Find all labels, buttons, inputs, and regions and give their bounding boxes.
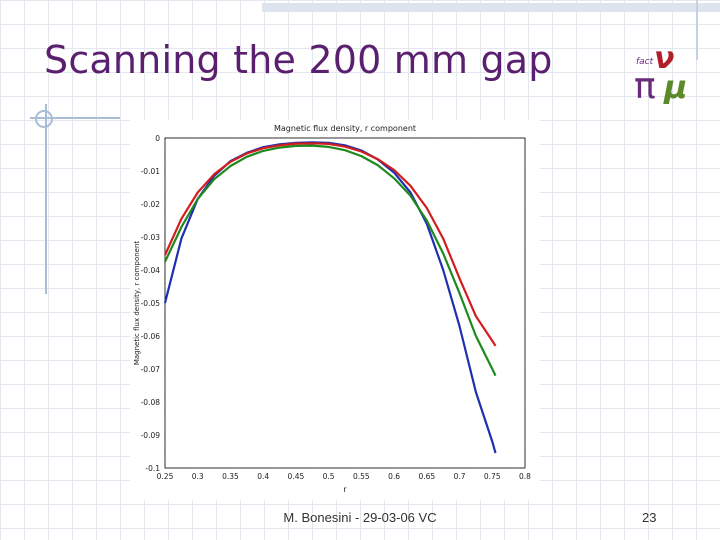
- y-tick-label: -0.04: [141, 266, 161, 275]
- page-number: 23: [642, 510, 657, 525]
- y-tick-label: -0.1: [145, 464, 160, 473]
- x-tick-label: 0.4: [257, 472, 269, 481]
- plot-frame: [164, 137, 526, 469]
- decoration-horizontal-line: [30, 117, 120, 119]
- y-tick-label: -0.07: [141, 365, 161, 374]
- logo-pi-icon: π: [634, 66, 656, 104]
- x-tick-label: 0.8: [519, 472, 531, 481]
- y-tick-label: -0.06: [141, 332, 161, 341]
- x-tick-label: 0.35: [222, 472, 239, 481]
- y-tick-label: -0.01: [141, 167, 161, 176]
- chart: Magnetic flux density, r component 0.25 0…: [130, 120, 540, 500]
- series-line-z=6606: [164, 144, 497, 377]
- x-tick-label: 0.25: [157, 472, 174, 481]
- x-tick-label: 0.65: [418, 472, 435, 481]
- x-tick-label: 0.55: [353, 472, 370, 481]
- logo: fact ν π μ: [630, 36, 694, 107]
- y-tick-label: 0: [155, 134, 160, 143]
- chart-title: Magnetic flux density, r component: [274, 124, 416, 133]
- decoration-vertical-line: [45, 104, 47, 294]
- decoration-circle: [35, 110, 53, 128]
- logo-nu-icon: ν: [654, 41, 674, 76]
- y-tick-label: -0.02: [141, 200, 161, 209]
- x-axis-label: r: [343, 485, 347, 494]
- chart-svg: Magnetic flux density, r component 0.25 0…: [130, 120, 540, 500]
- y-tick-label: -0.08: [141, 398, 161, 407]
- right-decoration-line: [696, 0, 698, 60]
- logo-text: fact: [636, 57, 654, 67]
- y-tick-label: -0.05: [141, 299, 161, 308]
- series-line-z=6656: [163, 142, 497, 347]
- x-tick-label: 0.7: [454, 472, 466, 481]
- logo-mu-icon: μ: [663, 68, 688, 104]
- y-axis-label: Magnetic flux density, r component: [133, 241, 141, 366]
- x-tick-label: 0.6: [388, 472, 400, 481]
- y-tick-label: -0.09: [141, 431, 161, 440]
- footer-text: M. Bonesini - 29-03-06 VC: [283, 510, 437, 525]
- y-tick-label: -0.03: [141, 233, 161, 242]
- x-tick-label: 0.75: [484, 472, 501, 481]
- x-tick-label: 0.45: [288, 472, 305, 481]
- x-tick-label: 0.5: [323, 472, 335, 481]
- top-decoration: [262, 0, 720, 12]
- slide-title: Scanning the 200 mm gap: [44, 38, 553, 82]
- x-tick-label: 0.3: [192, 472, 204, 481]
